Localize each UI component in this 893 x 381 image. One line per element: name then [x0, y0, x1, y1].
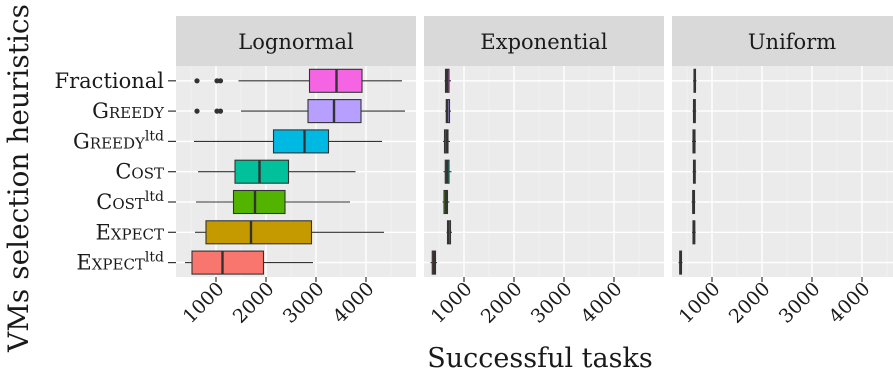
label-smallcaps: OST — [112, 195, 145, 213]
x-axis-title: Successful tasks — [427, 343, 652, 374]
box-6 — [430, 250, 437, 275]
x-tick-label: 4000 — [329, 278, 379, 328]
box-0 — [194, 68, 402, 93]
x-tick-label: 3000 — [279, 278, 329, 328]
x-tick-label: 1000 — [675, 278, 725, 328]
category-label: GREEDY — [92, 99, 165, 123]
category-label: Fractional — [55, 69, 165, 93]
category-label: COSTltd — [96, 189, 164, 214]
panel-uniform: Uniform 1000 2000 3000 4000 — [672, 16, 893, 328]
box-0 — [444, 68, 451, 93]
box-1 — [445, 99, 451, 124]
box-1 — [692, 99, 697, 124]
category-label: GREEDYltd — [73, 128, 164, 153]
outlier-point — [217, 108, 224, 114]
box-iqr — [205, 220, 313, 245]
box-iqr — [191, 250, 265, 275]
x-tick-label: 3000 — [527, 278, 577, 328]
box-2 — [194, 129, 382, 154]
panel-exponential: Exponential 1000 2000 3000 4000 — [424, 16, 664, 328]
label-smallcaps: OST — [131, 165, 164, 183]
x-tick-label: 4000 — [825, 278, 875, 328]
label-initial: E — [95, 220, 110, 244]
x-tick-label: 3000 — [775, 278, 825, 328]
x-tick-label: 4000 — [577, 278, 627, 328]
box-iqr — [272, 129, 330, 154]
label-smallcaps: XPECT — [111, 225, 164, 243]
category-labels: FractionalGREEDYGREEDYltdCOSTCOSTltdEXPE… — [55, 69, 176, 275]
panel-title: Exponential — [480, 30, 607, 54]
label-initial: C — [96, 190, 112, 214]
label-initial: C — [115, 160, 131, 184]
y-axis-title: VMs selection heuristics — [2, 4, 35, 353]
panel-lognormal: Lognormal 1000 2000 3000 4000 — [176, 16, 416, 328]
box-1 — [194, 99, 405, 124]
label-superscript: ltd — [145, 189, 164, 205]
x-tick-label: 2000 — [477, 278, 527, 328]
category-label: EXPECTltd — [76, 250, 164, 275]
panel-strip — [424, 16, 664, 66]
box-3 — [692, 159, 697, 184]
x-tick-label: 2000 — [229, 278, 279, 328]
x-tick-label: 2000 — [725, 278, 775, 328]
box-0 — [693, 68, 697, 93]
label-smallcaps: REEDY — [109, 104, 165, 122]
label-superscript: ltd — [145, 128, 164, 144]
label-superscript: ltd — [145, 250, 164, 266]
box-4 — [691, 189, 696, 215]
label-initial: G — [92, 99, 109, 123]
box-4 — [196, 189, 350, 215]
label-initial: G — [73, 129, 90, 153]
x-tick-label: 1000 — [179, 278, 229, 328]
box-3 — [443, 159, 452, 184]
category-label: COST — [115, 160, 164, 184]
box-6 — [185, 250, 313, 275]
box-iqr — [234, 159, 290, 184]
outlier-point — [194, 78, 200, 84]
box-2 — [443, 129, 450, 154]
panel-title: Lognormal — [238, 30, 354, 54]
box-5 — [692, 220, 696, 245]
box-3 — [198, 159, 356, 184]
panel-strip — [672, 16, 893, 66]
panel-strip — [176, 16, 416, 66]
label-smallcaps: XPECT — [92, 256, 145, 274]
box-4 — [442, 189, 450, 215]
box-6 — [678, 250, 683, 275]
box-5 — [446, 220, 452, 245]
label-smallcaps: REEDY — [90, 134, 146, 152]
outlier-point — [217, 78, 224, 84]
label-initial: E — [76, 251, 91, 275]
box-5 — [195, 220, 384, 245]
panel-title: Uniform — [748, 30, 836, 54]
box-iqr — [232, 189, 286, 215]
outlier-point — [194, 108, 200, 114]
x-tick-label: 1000 — [427, 278, 477, 328]
box-2 — [692, 129, 696, 154]
category-label: EXPECT — [95, 220, 164, 244]
